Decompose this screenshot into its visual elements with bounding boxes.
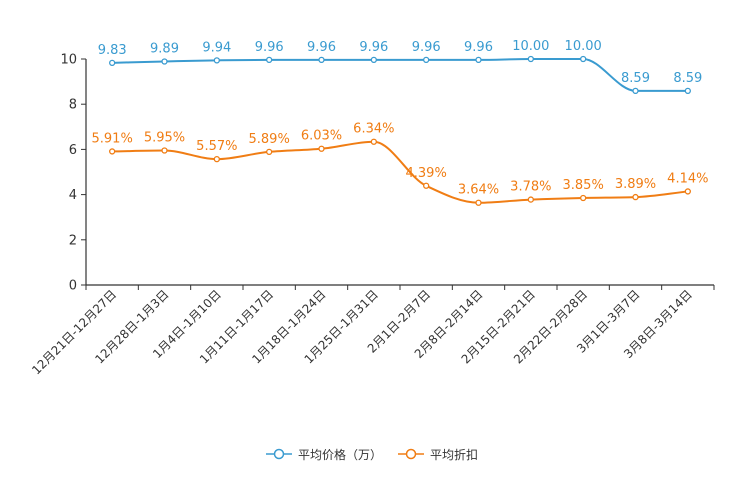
line-chart: 0 2 4 6 8 10 12月21日-12月27日12月28日-1月3日1月4日-1月1… (29, 39, 715, 377)
data-label: 9.96 (359, 40, 388, 55)
data-label: 8.59 (673, 71, 702, 86)
series-layer (109, 55, 691, 206)
data-point[interactable] (318, 145, 325, 152)
data-point[interactable] (632, 193, 639, 201)
legend: 平均价格（万） 平均折扣 (0, 444, 744, 464)
data-label: 6.34% (353, 122, 394, 137)
line-circle-icon (398, 448, 424, 460)
data-label: 6.03% (301, 129, 342, 144)
data-point[interactable] (684, 87, 691, 95)
data-point[interactable] (580, 55, 587, 63)
y-tick-label: 4 (69, 188, 77, 203)
data-point[interactable] (109, 59, 116, 66)
data-point[interactable] (475, 199, 482, 206)
line-circle-icon (265, 448, 292, 460)
data-point[interactable] (109, 148, 116, 155)
y-tick-label: 0 (69, 279, 77, 294)
data-labels: 9.83 9.89 9.94 9.96 9.96 9.96 9.96 9.96 10.00 10.… (92, 39, 709, 198)
data-label: 5.89% (249, 132, 290, 147)
data-label: 3.85% (563, 178, 604, 193)
data-point[interactable] (266, 56, 273, 64)
y-tick-label: 6 (69, 143, 77, 158)
legend-label-avg-price: 平均价格（万） (297, 447, 382, 462)
data-point[interactable] (213, 57, 220, 64)
data-label: 9.96 (255, 40, 284, 55)
data-point[interactable] (475, 56, 482, 64)
x-axis-ticks: 12月21日-12月27日12月28日-1月3日1月4日-1月10日1月11日-… (29, 285, 715, 377)
data-point[interactable] (527, 55, 534, 63)
data-point[interactable] (318, 56, 325, 64)
y-tick-label: 8 (69, 98, 77, 113)
data-label: 4.14% (667, 171, 708, 186)
data-point[interactable] (632, 87, 639, 95)
data-label: 3.64% (458, 183, 499, 198)
data-label: 5.95% (144, 131, 185, 146)
series-line-0 (112, 58, 688, 92)
legend-label-avg-discount: 平均折扣 (430, 447, 479, 462)
data-point[interactable] (161, 147, 168, 154)
data-point[interactable] (370, 56, 377, 64)
y-tick-label: 2 (69, 233, 77, 248)
data-point[interactable] (370, 138, 377, 145)
data-label: 10.00 (565, 39, 602, 54)
data-label: 9.96 (464, 40, 493, 55)
data-point[interactable] (266, 148, 273, 156)
series-line-1 (112, 140, 688, 204)
data-label: 8.59 (621, 71, 650, 86)
legend-item-avg-discount[interactable]: 平均折扣 (398, 446, 478, 463)
data-label: 9.96 (412, 40, 441, 55)
data-label: 5.91% (92, 131, 133, 146)
data-label: 3.89% (615, 177, 656, 192)
data-label: 5.57% (196, 139, 237, 154)
data-point[interactable] (161, 58, 168, 65)
data-point[interactable] (423, 182, 430, 189)
data-label: 10.00 (512, 39, 549, 54)
y-tick-label: 10 (60, 53, 77, 68)
data-label: 9.94 (202, 40, 231, 55)
axes (85, 59, 714, 286)
legend-item-avg-price[interactable]: 平均价格（万） (265, 446, 382, 463)
x-tick-label: 12月21日-12月27日 (29, 287, 119, 377)
data-point[interactable] (527, 196, 534, 203)
data-point[interactable] (213, 155, 220, 163)
data-point[interactable] (423, 56, 430, 64)
data-label: 3.78% (510, 180, 551, 195)
data-label: 4.39% (406, 166, 447, 181)
data-label: 9.89 (150, 41, 179, 56)
data-point[interactable] (684, 188, 691, 195)
y-axis-ticks: 0 2 4 6 8 10 (60, 53, 86, 294)
data-label: 9.83 (98, 43, 127, 58)
data-label: 9.96 (307, 40, 336, 55)
data-point[interactable] (580, 194, 587, 202)
